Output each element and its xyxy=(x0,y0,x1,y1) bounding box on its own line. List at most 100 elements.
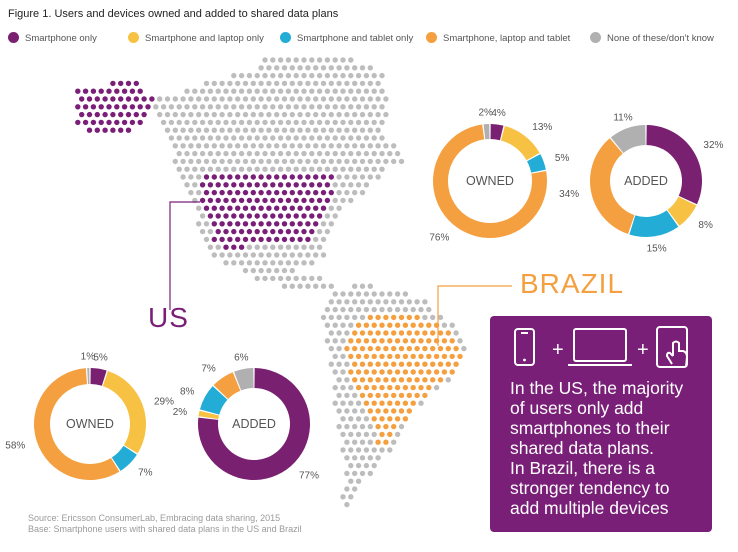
map-dot xyxy=(328,80,334,87)
donut-slice xyxy=(198,368,311,480)
map-dot xyxy=(387,384,393,391)
map-dot xyxy=(246,182,253,188)
map-dot xyxy=(254,275,260,282)
map-dot xyxy=(340,104,346,110)
map-dot xyxy=(383,158,389,165)
map-dot xyxy=(305,96,311,102)
map-dot xyxy=(379,431,385,438)
map-dot xyxy=(199,135,206,141)
map-dot xyxy=(211,236,217,243)
map-dot xyxy=(316,182,323,188)
map-dot xyxy=(246,135,253,141)
map-dot xyxy=(367,158,373,165)
map-dot xyxy=(274,65,280,71)
map-dot xyxy=(254,166,260,172)
map-dot xyxy=(348,462,354,469)
map-dot xyxy=(363,104,370,110)
map-dot xyxy=(121,104,128,110)
map-dot xyxy=(274,80,280,87)
donut-slice xyxy=(667,196,697,226)
map-dot xyxy=(394,369,401,375)
map-dot xyxy=(110,127,116,133)
map-dot xyxy=(363,88,370,94)
map-dot xyxy=(219,127,225,133)
map-dot xyxy=(402,291,409,297)
map-dot xyxy=(406,392,412,399)
map-dot xyxy=(242,252,249,258)
map-dot xyxy=(340,400,346,406)
map-dot xyxy=(281,267,288,274)
map-dot xyxy=(332,369,338,375)
legend-label: None of these/don't know xyxy=(607,33,714,44)
map-dot xyxy=(297,205,303,211)
map-dot xyxy=(309,57,315,63)
map-dot xyxy=(266,158,272,165)
map-dot xyxy=(238,104,245,110)
map-dot xyxy=(258,158,264,165)
map-dot xyxy=(94,96,101,102)
map-dot xyxy=(207,213,214,219)
map-dot xyxy=(192,182,198,188)
map-dot xyxy=(262,275,268,282)
map-dot xyxy=(301,275,307,282)
map-dot xyxy=(281,283,288,289)
map-dot xyxy=(309,213,315,219)
map-dot xyxy=(211,158,217,165)
map-dot xyxy=(391,392,397,399)
legend-item-smartphone-only: Smartphone only xyxy=(8,32,97,44)
map-dot xyxy=(277,150,284,157)
map-dot xyxy=(153,104,159,110)
map-dot xyxy=(281,143,288,149)
map-dot xyxy=(75,88,81,94)
map-dot xyxy=(383,392,389,399)
map-dot xyxy=(168,135,175,141)
map-dot xyxy=(203,127,210,133)
map-dot xyxy=(258,96,264,102)
map-dot xyxy=(203,143,210,149)
map-dot xyxy=(293,135,299,141)
map-dot xyxy=(231,260,237,266)
map-dot xyxy=(223,244,229,250)
map-dot xyxy=(391,361,397,367)
map-dot xyxy=(316,88,323,94)
map-dot xyxy=(242,236,249,243)
map-dot xyxy=(188,174,194,180)
map-dot xyxy=(207,244,214,250)
map-dot xyxy=(277,275,284,282)
map-dot xyxy=(352,408,358,414)
map-dot xyxy=(313,158,319,165)
map-dot xyxy=(340,166,346,172)
map-dot xyxy=(180,174,186,180)
map-dot xyxy=(363,182,370,188)
callout-line: add multiple devices xyxy=(510,498,669,518)
map-dot xyxy=(340,322,346,328)
map-dot xyxy=(305,80,311,87)
map-dot xyxy=(238,150,245,157)
map-dot xyxy=(289,283,295,289)
map-dot xyxy=(316,150,323,157)
map-dot xyxy=(285,275,292,282)
slice-label: 4% xyxy=(491,108,506,119)
map-dot xyxy=(422,377,428,383)
map-dot xyxy=(297,96,303,102)
map-dot xyxy=(254,260,260,266)
map-dot xyxy=(410,338,416,344)
map-dot xyxy=(258,80,264,87)
map-dot xyxy=(188,158,194,165)
map-dot xyxy=(363,384,370,391)
map-dot xyxy=(344,80,350,87)
map-dot xyxy=(348,88,354,94)
map-dot xyxy=(355,447,362,453)
map-dot xyxy=(246,260,253,266)
map-dot xyxy=(422,314,428,321)
map-dot xyxy=(340,416,346,422)
map-dot xyxy=(125,80,132,87)
map-dot xyxy=(219,143,225,149)
map-dot xyxy=(246,72,253,79)
map-dot xyxy=(406,361,412,367)
map-dot xyxy=(285,119,292,126)
map-dot xyxy=(313,127,319,133)
map-dot xyxy=(441,353,448,360)
map-dot xyxy=(235,252,241,258)
map-dot xyxy=(172,127,178,133)
